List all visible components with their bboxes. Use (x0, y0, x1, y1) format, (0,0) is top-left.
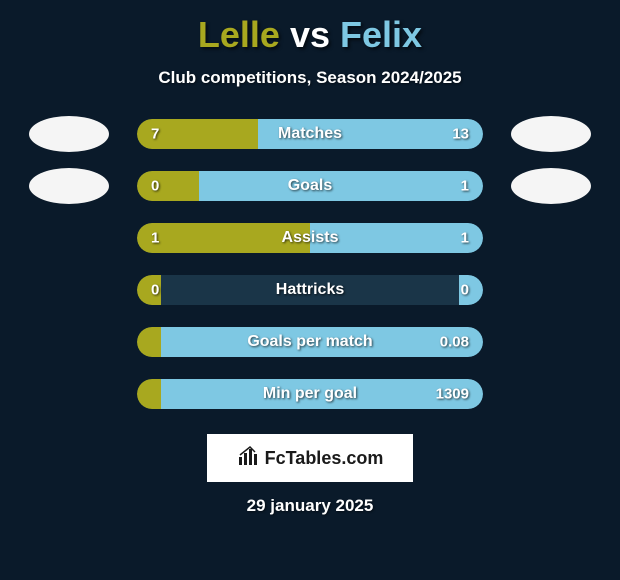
fill-player1 (137, 327, 161, 357)
stat-row: 1309 Min per goal (29, 376, 591, 412)
stat-bar: 1309 Min per goal (137, 379, 483, 409)
spacer (29, 220, 109, 256)
stat-row: 0 1 Goals (29, 168, 591, 204)
stat-label: Min per goal (263, 385, 357, 403)
stat-bar: 0 1 Goals (137, 171, 483, 201)
date-label: 29 january 2025 (247, 496, 374, 516)
stat-value-right: 13 (452, 126, 469, 143)
title-vs: vs (290, 14, 330, 55)
chart-icon (237, 445, 259, 472)
avatar-player1 (29, 168, 109, 204)
title-player1: Lelle (198, 14, 280, 55)
stat-value-right: 0.08 (440, 334, 469, 351)
stat-value-left: 7 (151, 126, 159, 143)
stat-bar: 0 0 Hattricks (137, 275, 483, 305)
spacer (29, 272, 109, 308)
subtitle: Club competitions, Season 2024/2025 (158, 68, 461, 88)
fill-player1 (137, 171, 199, 201)
stat-row: 0.08 Goals per match (29, 324, 591, 360)
stat-bar: 1 1 Assists (137, 223, 483, 253)
stat-row: 0 0 Hattricks (29, 272, 591, 308)
stats-list: 7 13 Matches 0 1 Goals 1 1 Assists 0 0 Hattricks 0.0… (29, 116, 591, 428)
stat-bar: 0.08 Goals per match (137, 327, 483, 357)
fill-player2 (199, 171, 483, 201)
stat-label: Assists (282, 229, 339, 247)
spacer (29, 324, 109, 360)
stat-value-right: 1 (461, 178, 469, 195)
spacer (511, 324, 591, 360)
title-player2: Felix (340, 14, 422, 55)
spacer (511, 272, 591, 308)
stat-label: Goals (288, 177, 332, 195)
stat-row: 7 13 Matches (29, 116, 591, 152)
stat-value-left: 1 (151, 230, 159, 247)
stat-value-left: 0 (151, 282, 159, 299)
branding-text: FcTables.com (265, 448, 384, 469)
stat-value-right: 0 (461, 282, 469, 299)
stat-label: Matches (278, 125, 342, 143)
page-title: Lelle vs Felix (198, 14, 422, 56)
stat-row: 1 1 Assists (29, 220, 591, 256)
comparison-card: Lelle vs Felix Club competitions, Season… (0, 0, 620, 526)
branding-badge: FcTables.com (207, 434, 413, 482)
avatar-player2 (511, 168, 591, 204)
stat-label: Hattricks (276, 281, 344, 299)
spacer (511, 376, 591, 412)
stat-value-right: 1309 (436, 386, 469, 403)
avatar-player2 (511, 116, 591, 152)
avatar-player1 (29, 116, 109, 152)
stat-label: Goals per match (247, 333, 372, 351)
stat-bar: 7 13 Matches (137, 119, 483, 149)
stat-value-right: 1 (461, 230, 469, 247)
stat-value-left: 0 (151, 178, 159, 195)
spacer (511, 220, 591, 256)
fill-player1 (137, 379, 161, 409)
spacer (29, 376, 109, 412)
